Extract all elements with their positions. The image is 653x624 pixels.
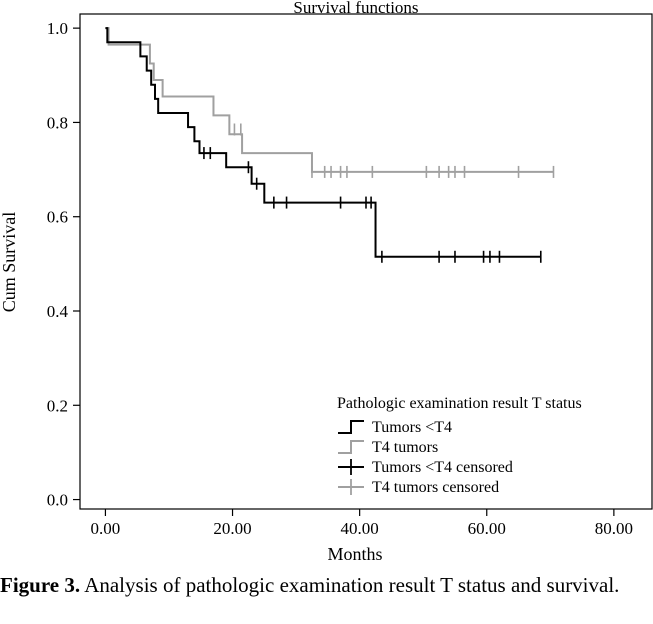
plot-frame [79, 13, 653, 510]
chart-title: Survival functions [293, 0, 418, 17]
y-tick-label: 0.6 [47, 208, 68, 227]
y-tick-label: 0.0 [47, 491, 68, 510]
legend: Pathologic examination result T status Tu… [337, 395, 582, 496]
x-tick-label: 20.00 [213, 519, 251, 538]
caption-label: Figure 3. [0, 573, 81, 597]
x-tick-label: 60.00 [468, 519, 506, 538]
legend-t4-tumors-label: T4 tumors [372, 439, 438, 456]
x-tick-label: 0.00 [91, 519, 121, 538]
legend-tumors-lt-t4-label: Tumors <T4 [372, 419, 452, 436]
y-axis-label: Cum Survival [0, 212, 19, 313]
axes: 0.00 20.00 40.00 60.00 80.00 0.0 0.2 0.4 0.6 0.8 1… [47, 19, 633, 538]
y-tick-label: 0.4 [47, 302, 69, 321]
legend-t4-tumors-swatch [338, 440, 364, 454]
x-tick-label: 80.00 [595, 519, 633, 538]
x-tick-label: 40.00 [341, 519, 379, 538]
t4-tumors-curve [105, 27, 554, 173]
y-tick-label: 1.0 [47, 19, 68, 38]
survival-chart: Survival functions Cum Survival Months 0… [0, 0, 653, 564]
tumors-lt-t4-curve [105, 27, 541, 258]
caption-text: Analysis of pathologic examination resul… [80, 573, 620, 597]
legend-t4-tumors-censored-label: T4 tumors censored [372, 479, 499, 496]
legend-tumors-lt-t4-censored-label: Tumors <T4 censored [372, 459, 513, 476]
x-axis-label: Months [327, 544, 382, 564]
figure-caption: Figure 3. Analysis of pathologic examina… [0, 571, 653, 599]
legend-title: Pathologic examination result T status [337, 395, 582, 412]
series-layer [105, 27, 555, 263]
legend-tumors-lt-t4-swatch [338, 420, 364, 434]
y-tick-label: 0.8 [47, 113, 68, 132]
y-tick-label: 0.2 [47, 396, 68, 415]
